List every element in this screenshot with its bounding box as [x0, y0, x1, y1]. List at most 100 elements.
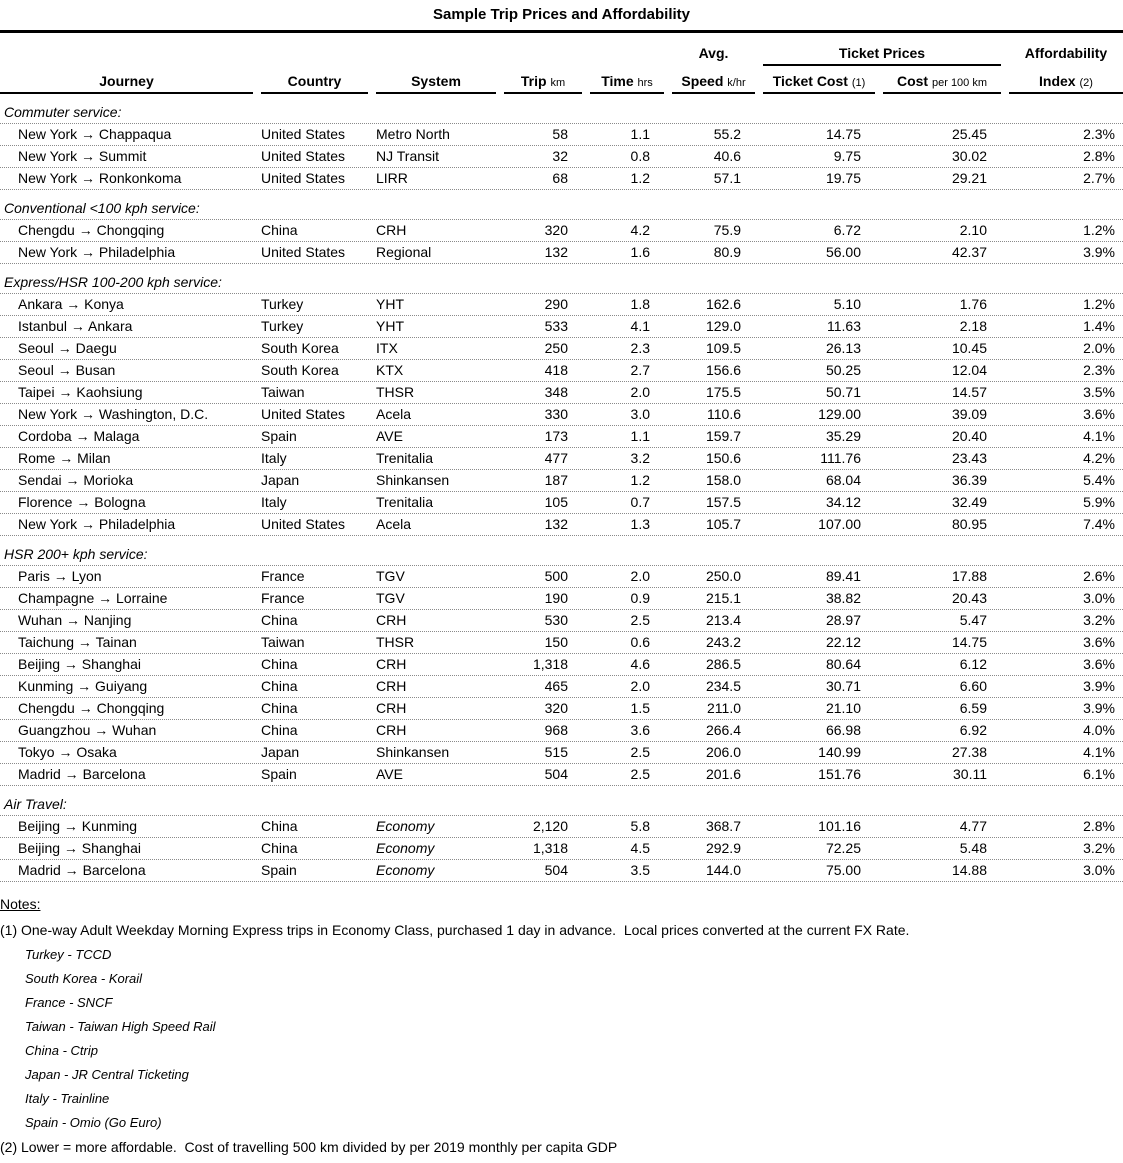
- cell-journey: New York → Philadelphia: [18, 516, 176, 532]
- cell-cost-per-100km: 80.95: [951, 516, 987, 532]
- cell-trip-km: 348: [544, 384, 568, 400]
- section-label: HSR 200+ kph service:: [0, 536, 1123, 566]
- cell-ticket-cost: 6.72: [833, 222, 861, 238]
- note-vendor-line: France - SNCF: [25, 995, 113, 1010]
- cell-system: TGV: [376, 568, 405, 584]
- cell-journey: Seoul → Busan: [18, 362, 116, 378]
- table-row: Cordoba → Malaga Spain AVE 173 1.1 159.7…: [0, 426, 1123, 448]
- column-header-index: Index (2): [1009, 66, 1123, 94]
- cell-journey: Guangzhou → Wuhan: [18, 722, 157, 738]
- cell-country: China: [261, 678, 298, 694]
- cell-cost-per-100km: 14.88: [951, 862, 987, 878]
- table-row: Kunming → Guiyang China CRH 465 2.0 234.…: [0, 676, 1123, 698]
- cell-time-hrs: 5.8: [630, 818, 650, 834]
- cell-trip-km: 515: [544, 744, 568, 760]
- table-row: Tokyo → Osaka Japan Shinkansen 515 2.5 2…: [0, 742, 1123, 764]
- cell-time-hrs: 2.5: [630, 612, 650, 628]
- cell-ticket-cost: 19.75: [825, 170, 861, 186]
- cell-ticket-cost: 107.00: [818, 516, 861, 532]
- cell-cost-per-100km: 6.60: [959, 678, 987, 694]
- note-1: (1) One-way Adult Weekday Morning Expres…: [0, 922, 910, 938]
- cell-journey: Ankara → Konya: [18, 296, 124, 312]
- ticket-cost-note-ref: (1): [851, 77, 866, 89]
- cell-affordability-index: 6.1%: [1083, 766, 1115, 782]
- cell-system: NJ Transit: [376, 148, 440, 164]
- note-vendor-line: Turkey - TCCD: [25, 947, 112, 962]
- cell-ticket-cost: 111.76: [820, 450, 861, 466]
- cell-avg-speed: 80.9: [713, 244, 741, 260]
- table-row: Madrid → Barcelona Spain Economy 504 3.5…: [0, 860, 1123, 882]
- table-row: Seoul → Daegu South Korea ITX 250 2.3 10…: [0, 338, 1123, 360]
- cell-time-hrs: 3.5: [630, 862, 650, 878]
- system-label: System: [411, 73, 461, 89]
- cell-system: AVE: [376, 766, 403, 782]
- cell-country: South Korea: [261, 340, 339, 356]
- index-note-ref: (2): [1079, 77, 1093, 89]
- cell-country: China: [261, 700, 298, 716]
- cell-country: Taiwan: [261, 634, 305, 650]
- ticket-cost-label: Ticket Cost: [772, 73, 848, 89]
- note-vendor-line: South Korea - Korail: [25, 971, 143, 986]
- cell-country: United States: [261, 406, 346, 422]
- cell-avg-speed: 215.1: [705, 590, 741, 606]
- cell-time-hrs: 1.1: [630, 126, 650, 142]
- cell-ticket-cost: 28.97: [825, 612, 861, 628]
- cell-cost-per-100km: 17.88: [951, 568, 987, 584]
- table-section: Commuter service: New York → Chappaqua U…: [0, 94, 1123, 190]
- table-row: Beijing → Shanghai China Economy 1,318 4…: [0, 838, 1123, 860]
- cell-system: Metro North: [376, 126, 450, 142]
- cell-cost-per-100km: 42.37: [951, 244, 987, 260]
- cell-affordability-index: 3.9%: [1083, 678, 1115, 694]
- cell-trip-km: 32: [552, 148, 568, 164]
- cell-trip-km: 290: [544, 296, 568, 312]
- cell-cost-per-100km: 36.39: [951, 472, 987, 488]
- cell-affordability-index: 1.2%: [1083, 222, 1115, 238]
- cell-cost-per-100km: 20.43: [951, 590, 987, 606]
- cell-avg-speed: 286.5: [705, 656, 741, 672]
- cell-time-hrs: 4.6: [630, 656, 650, 672]
- column-header-system: System: [376, 66, 496, 94]
- cell-cost-per-100km: 5.47: [959, 612, 987, 628]
- cell-country: South Korea: [261, 362, 339, 378]
- cell-affordability-index: 4.1%: [1083, 428, 1115, 444]
- table-row: Beijing → Kunming China Economy 2,120 5.…: [0, 816, 1123, 838]
- section-rows: Ankara → Konya Turkey YHT 290 1.8 162.6 …: [0, 294, 1123, 536]
- cell-time-hrs: 2.0: [630, 384, 650, 400]
- cell-country: Italy: [261, 450, 287, 466]
- cell-ticket-cost: 80.64: [825, 656, 861, 672]
- cell-avg-speed: 213.4: [705, 612, 741, 628]
- cell-avg-speed: 243.2: [705, 634, 741, 650]
- cell-affordability-index: 2.8%: [1083, 818, 1115, 834]
- cell-trip-km: 500: [544, 568, 568, 584]
- cell-ticket-cost: 50.25: [825, 362, 861, 378]
- cell-avg-speed: 150.6: [705, 450, 741, 466]
- cell-ticket-cost: 35.29: [825, 428, 861, 444]
- cell-trip-km: 132: [544, 516, 568, 532]
- table-row: Florence → Bologna Italy Trenitalia 105 …: [0, 492, 1123, 514]
- cell-journey: Madrid → Barcelona: [18, 862, 146, 878]
- cell-ticket-cost: 72.25: [825, 840, 861, 856]
- cell-journey: Madrid → Barcelona: [18, 766, 146, 782]
- cell-avg-speed: 40.6: [713, 148, 741, 164]
- cell-country: China: [261, 656, 298, 672]
- cell-affordability-index: 3.2%: [1083, 840, 1115, 856]
- cell-system: LIRR: [376, 170, 408, 186]
- cell-trip-km: 1,318: [532, 840, 568, 856]
- cell-time-hrs: 1.2: [630, 472, 650, 488]
- cell-cost-per-100km: 2.10: [959, 222, 987, 238]
- section-label: Conventional <100 kph service:: [0, 190, 1123, 220]
- table-row: New York → Washington, D.C. United State…: [0, 404, 1123, 426]
- table-row: Sendai → Morioka Japan Shinkansen 187 1.…: [0, 470, 1123, 492]
- page-title: Sample Trip Prices and Affordability: [0, 0, 1123, 33]
- cell-journey: Sendai → Morioka: [18, 472, 134, 488]
- cell-trip-km: 132: [544, 244, 568, 260]
- cell-journey: Chengdu → Chongqing: [18, 222, 165, 238]
- cell-cost-per-100km: 20.40: [951, 428, 987, 444]
- table-row: Paris → Lyon France TGV 500 2.0 250.0 89…: [0, 566, 1123, 588]
- cell-ticket-cost: 30.71: [825, 678, 861, 694]
- cell-system: AVE: [376, 428, 403, 444]
- column-group-ticket-prices: Ticket Prices: [763, 39, 1001, 66]
- cost-unit-label: per 100 km: [931, 77, 988, 89]
- table-group-header-row: Avg. Ticket Prices Affordability: [0, 39, 1123, 66]
- cell-trip-km: 465: [544, 678, 568, 694]
